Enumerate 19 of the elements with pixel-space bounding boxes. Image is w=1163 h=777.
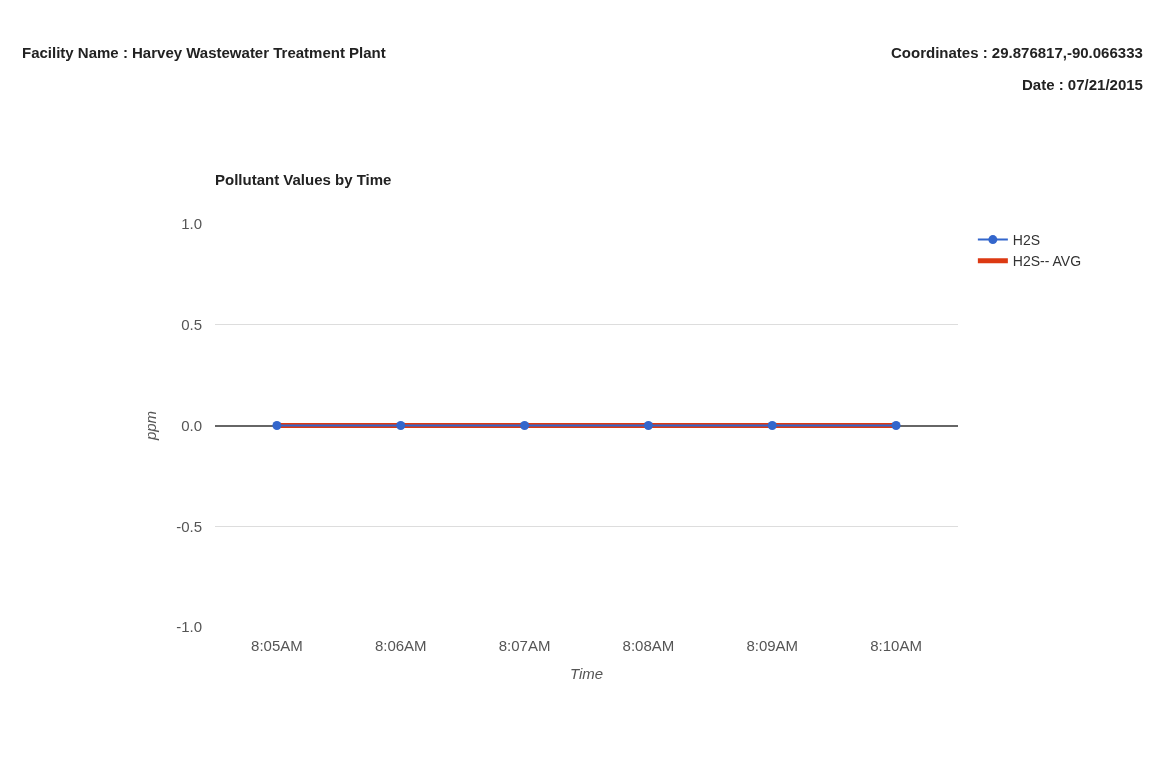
y-axis-title: ppm (142, 410, 160, 442)
text: Coordinates : 29.876817,-90.066333 (891, 44, 1143, 61)
x-tick-label: 8:07AM (498, 637, 551, 654)
x-tick-label: 8:05AM (251, 637, 303, 654)
text: Date : 07/21/2015 (1022, 76, 1143, 93)
text: Facility Name : Harvey Wastewater Treatment Plant (22, 44, 386, 61)
y-tick-label: 1.0 (181, 215, 202, 233)
legend-label: H2S (1012, 232, 1041, 249)
y-tick-label: -0.5 (176, 517, 202, 535)
x-tick-label: 8:10AM (870, 637, 922, 654)
chart-title: Pollutant Values by Time (215, 171, 392, 189)
legend-label: H2S-- AVG (1012, 253, 1082, 270)
x-axis-title: Time (569, 665, 604, 682)
y-tick-label: 0.0 (181, 416, 202, 434)
x-tick-label: 8:09AM (746, 637, 799, 654)
y-tick-label: 0.5 (181, 316, 202, 333)
x-tick-label: 8:08AM (622, 637, 675, 654)
x-tick-label: 8:06AM (374, 637, 427, 654)
y-tick-label: -1.0 (176, 618, 202, 636)
